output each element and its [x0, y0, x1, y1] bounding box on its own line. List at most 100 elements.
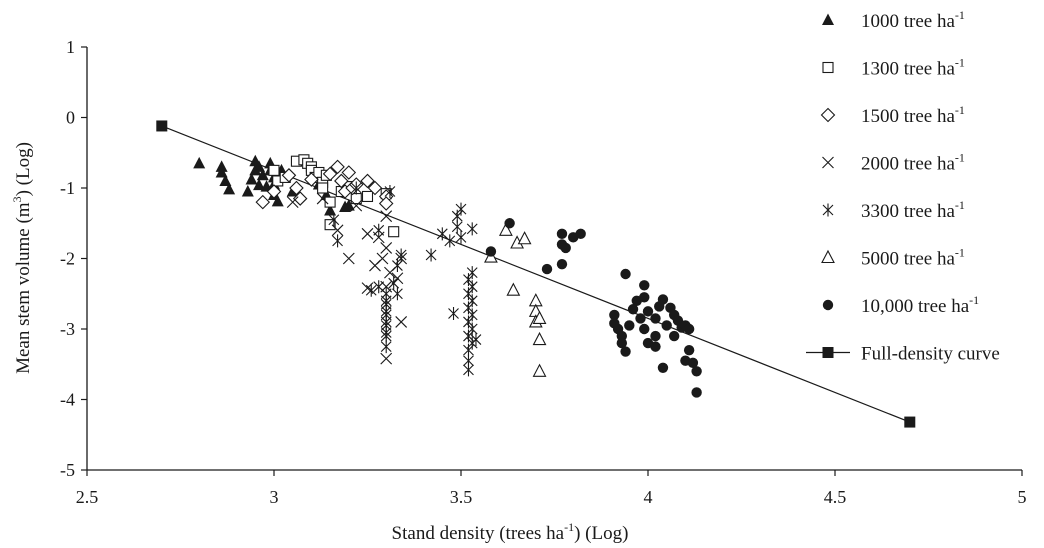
data-point — [322, 166, 338, 182]
legend-label: 10,000 tree ha-1 — [861, 293, 979, 317]
legend-marker — [821, 249, 835, 264]
data-point — [268, 164, 280, 176]
data-point — [350, 181, 362, 195]
legend-label: 1500 tree ha-1 — [861, 103, 965, 127]
plot-area: 2.5 3 3.5 4 4.5 5 -5 -4 -3 -2 -1 0 1 — [60, 37, 1027, 507]
series-6-points — [484, 222, 547, 377]
x-tick-label: 5 — [1018, 487, 1027, 507]
data-point — [556, 228, 568, 240]
legend-item: 1300 tree ha-1 — [822, 56, 965, 80]
y-tick-label: 0 — [66, 108, 75, 128]
data-point — [219, 174, 232, 186]
data-point — [466, 266, 478, 280]
data-point — [384, 185, 396, 199]
y-tick-label: -3 — [60, 319, 75, 339]
data-point — [332, 234, 343, 248]
data-point — [253, 160, 266, 172]
data-point — [556, 258, 568, 270]
data-point — [463, 363, 474, 377]
data-point — [635, 313, 646, 324]
data-point — [373, 223, 385, 237]
data-point — [255, 194, 271, 210]
data-point — [642, 306, 654, 317]
data-point — [316, 192, 329, 205]
legend-marker — [822, 61, 834, 74]
data-point — [575, 228, 586, 240]
y-tick-label: 1 — [66, 37, 75, 57]
x-tick-label: 4.5 — [824, 487, 847, 507]
data-point — [380, 210, 393, 223]
data-point — [466, 322, 478, 336]
data-point — [342, 199, 355, 211]
data-point — [392, 259, 403, 273]
legend-marker — [822, 299, 834, 311]
data-point — [650, 341, 661, 352]
y-axis-title: Mean stem volume (m3) (Log) — [10, 142, 34, 374]
data-point — [455, 202, 467, 216]
data-point — [324, 196, 336, 208]
data-point — [241, 185, 254, 197]
full-density-curve-marker — [904, 416, 916, 428]
y-tick-label: -2 — [60, 249, 75, 269]
data-point — [639, 280, 650, 291]
legend-item: 1500 tree ha-1 — [820, 103, 965, 127]
data-point — [341, 165, 357, 180]
legend-marker — [822, 13, 834, 25]
legend-item: 1000 tree ha-1 — [822, 8, 965, 32]
data-point — [266, 184, 282, 199]
data-point — [683, 344, 695, 356]
legend-item: 3300 tree ha-1 — [822, 198, 965, 222]
data-point — [541, 263, 553, 275]
data-point — [193, 156, 206, 169]
x-tick-label: 2.5 — [76, 487, 99, 507]
data-point — [466, 222, 478, 236]
data-point — [650, 330, 661, 342]
data-point — [304, 172, 319, 187]
data-point — [620, 346, 631, 357]
data-point — [609, 309, 620, 321]
data-point — [380, 242, 393, 254]
legend-label: 1300 tree ha-1 — [861, 56, 965, 80]
data-point — [395, 316, 408, 328]
data-point — [350, 199, 363, 212]
data-point — [392, 287, 403, 301]
legend-label: Full-density curve — [861, 344, 1000, 365]
data-point — [498, 222, 513, 236]
data-point — [388, 276, 400, 290]
data-point — [289, 180, 304, 196]
x-tick-label: 4 — [644, 487, 653, 507]
data-point — [532, 310, 547, 324]
y-tick-label: -5 — [60, 460, 75, 480]
legend-label: 2000 tree ha-1 — [861, 151, 965, 175]
legend-label: 5000 tree ha-1 — [861, 246, 965, 270]
data-point — [425, 248, 437, 262]
data-point — [395, 248, 407, 262]
legend-label: 3300 tree ha-1 — [861, 198, 965, 222]
data-point — [485, 246, 497, 257]
legend-item-full-density: Full-density curve — [806, 344, 1000, 365]
data-point — [334, 173, 349, 189]
data-point — [256, 168, 269, 181]
data-point — [361, 227, 374, 240]
series-4-points — [286, 192, 408, 365]
data-point — [271, 194, 284, 207]
full-density-curve-markers — [156, 120, 916, 428]
data-point — [317, 182, 329, 194]
legend: 1000 tree ha-1 1300 tree ha-1 1500 tree ha… — [806, 8, 1000, 365]
data-point — [657, 362, 669, 373]
legend-marker — [822, 203, 834, 217]
series-7-points — [485, 218, 702, 398]
data-point — [444, 234, 456, 248]
data-point — [532, 363, 547, 377]
data-point — [506, 282, 521, 296]
legend-marker — [820, 107, 836, 123]
data-point — [342, 252, 355, 265]
x-tick-label: 3 — [270, 487, 279, 507]
data-point — [691, 387, 702, 398]
data-point — [455, 230, 467, 244]
data-point — [324, 219, 336, 231]
data-point — [639, 292, 650, 303]
data-point — [330, 159, 345, 175]
data-point — [532, 331, 547, 346]
data-point — [365, 283, 377, 297]
